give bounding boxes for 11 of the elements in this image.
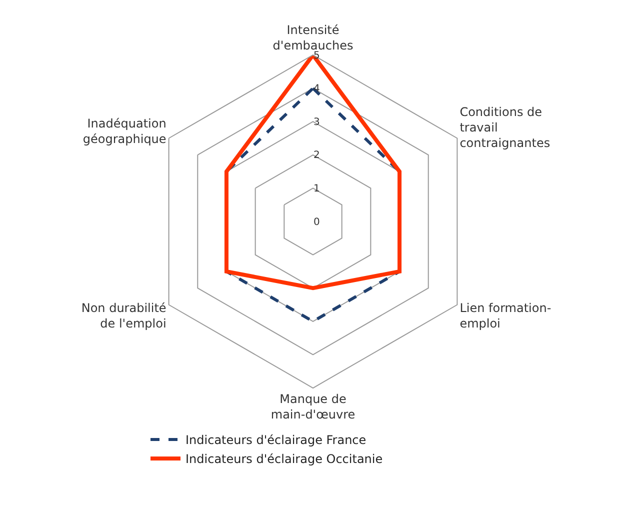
- legend-label: Indicateurs d'éclairage France: [186, 433, 366, 448]
- spoke-label: Inadéquation géographique: [82, 116, 166, 146]
- legend-label: Indicateurs d'éclairage Occitanie: [186, 452, 383, 466]
- y-tick-label: 2: [314, 150, 320, 162]
- y-tick-label: 1: [314, 183, 320, 194]
- spoke-label: Conditions de travail contraignantes: [460, 104, 550, 150]
- spoke-label: Lien formation- emploi: [460, 300, 552, 331]
- spoke-label: Non durabilité de l'emploi: [81, 300, 166, 331]
- y-tick-label: 3: [314, 116, 320, 128]
- spoke-label: Manque de main-d'œuvre: [270, 392, 356, 422]
- y-tick-label: 0: [314, 216, 320, 228]
